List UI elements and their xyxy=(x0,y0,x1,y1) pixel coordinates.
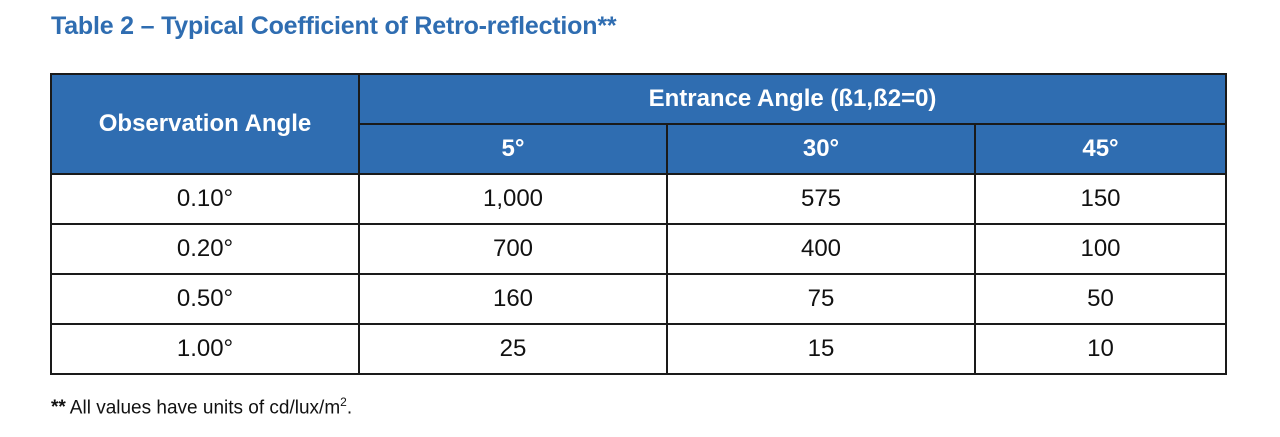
value-cell: 400 xyxy=(666,223,976,275)
value-cell: 100 xyxy=(973,223,1228,275)
value-cell: 160 xyxy=(358,273,668,325)
value-cell: 15 xyxy=(666,323,976,375)
value-cell: 700 xyxy=(358,223,668,275)
column-header-5: 5° xyxy=(358,123,668,175)
table-title: Table 2 – Typical Coefficient of Retro-r… xyxy=(51,12,617,40)
column-header-45: 45° xyxy=(973,123,1228,175)
value-cell: 25 xyxy=(358,323,668,375)
table-row: 0.50° 160 75 50 xyxy=(50,273,1228,325)
units-footnote: ** All values have units of cd/lux/m2. xyxy=(51,395,352,419)
observation-angle-header: Observation Angle xyxy=(50,73,360,175)
column-header-30: 30° xyxy=(666,123,976,175)
retro-reflection-table: Observation Angle Entrance Angle (ß1,ß2=… xyxy=(50,73,1228,375)
table-row: 1.00° 25 15 10 xyxy=(50,323,1228,375)
entrance-angle-header: Entrance Angle (ß1,ß2=0) xyxy=(357,73,1228,125)
observation-angle-cell: 0.20° xyxy=(50,223,360,275)
footnote-end: . xyxy=(346,397,353,419)
value-cell: 150 xyxy=(973,173,1228,225)
table-row: 0.20° 700 400 100 xyxy=(50,223,1228,275)
table-row: 0.10° 1,000 575 150 xyxy=(50,173,1228,225)
value-cell: 50 xyxy=(973,273,1228,325)
footnote-superscript: 2 xyxy=(340,395,347,409)
value-cell: 575 xyxy=(666,173,976,225)
observation-angle-cell: 0.50° xyxy=(50,273,360,325)
value-cell: 10 xyxy=(973,323,1228,375)
footnote-text: All values have units of cd/lux/m xyxy=(69,397,341,419)
value-cell: 75 xyxy=(666,273,976,325)
footnote-marker: ** xyxy=(51,397,66,419)
value-cell: 1,000 xyxy=(358,173,668,225)
observation-angle-cell: 1.00° xyxy=(50,323,360,375)
observation-angle-cell: 0.10° xyxy=(50,173,360,225)
